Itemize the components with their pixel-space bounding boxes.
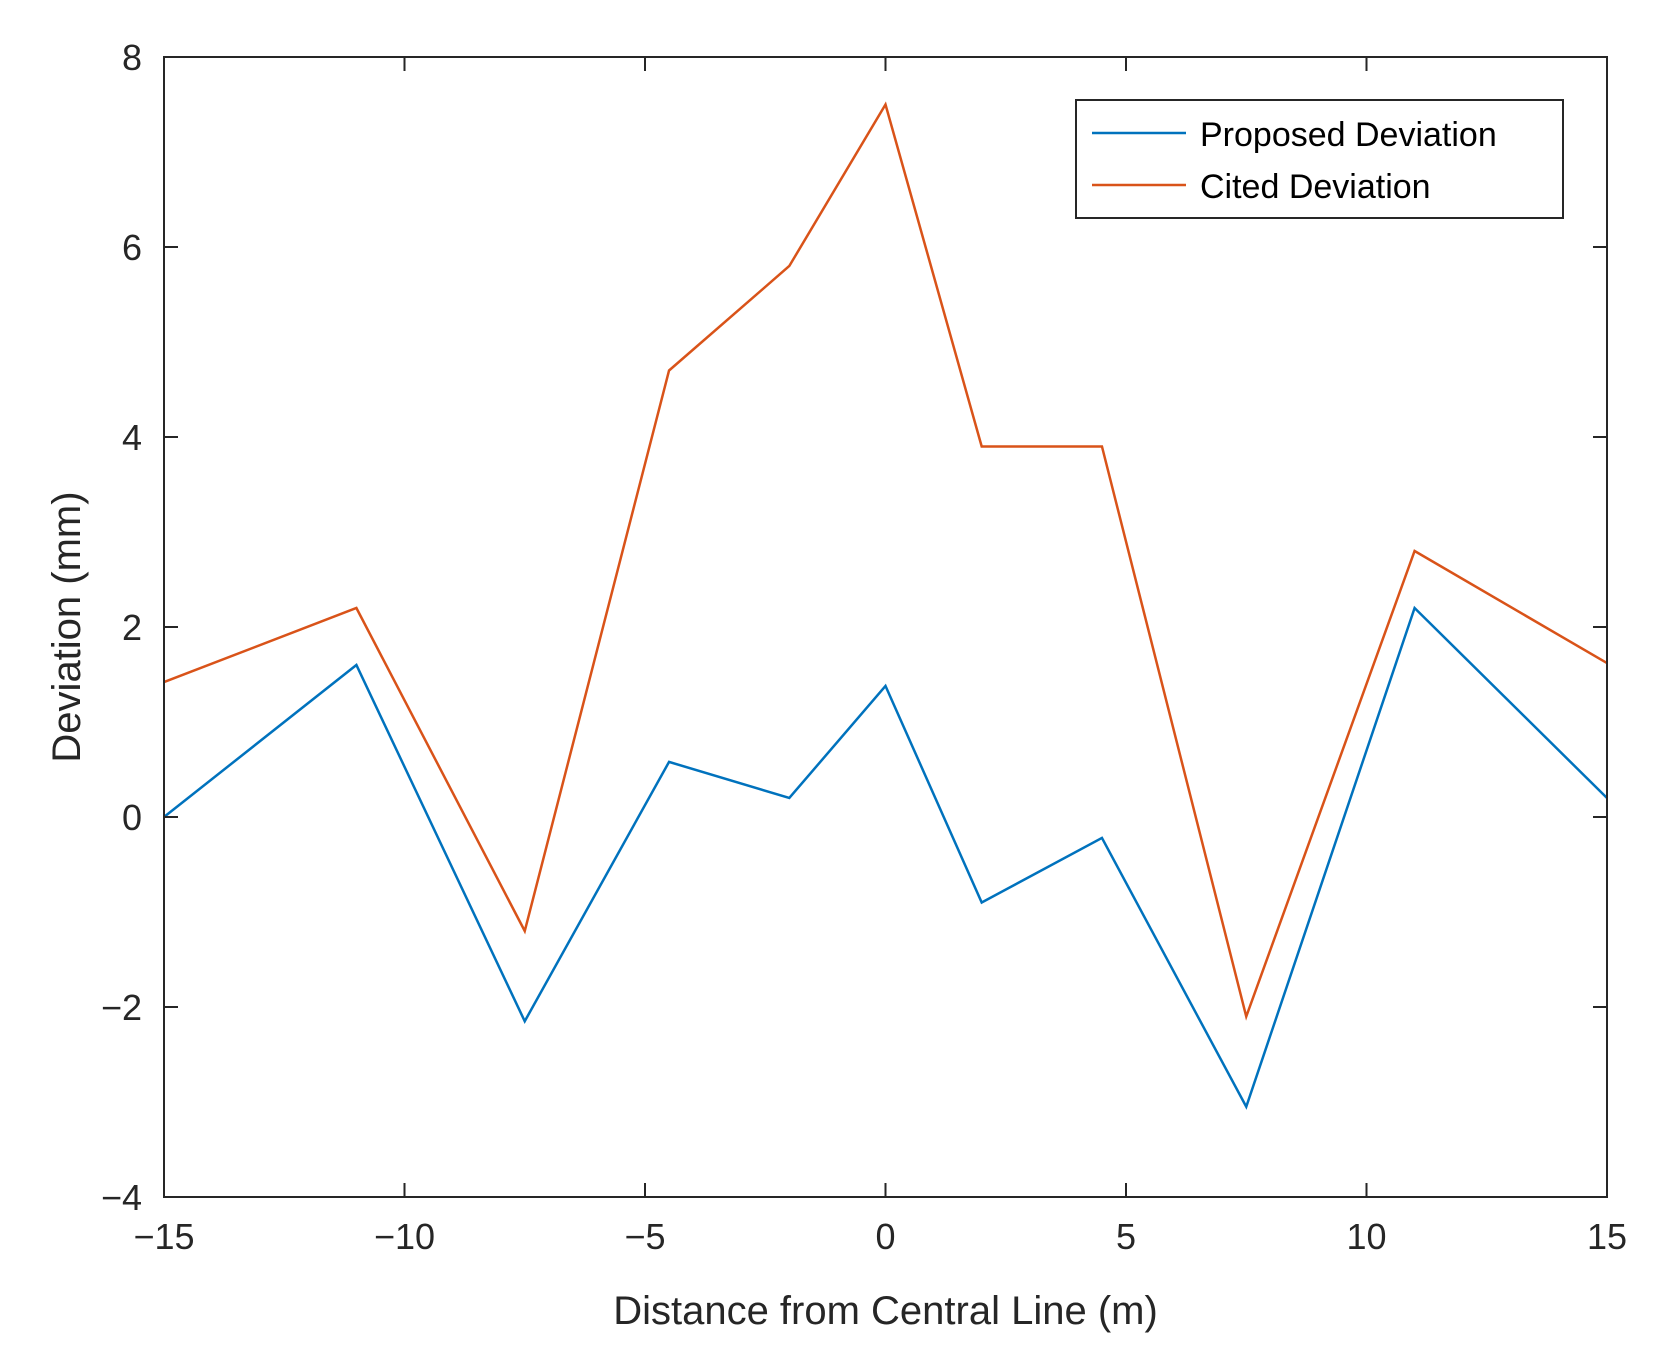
- legend-label-proposed: Proposed Deviation: [1200, 116, 1497, 154]
- x-tick-label: −15: [133, 1216, 194, 1257]
- legend-label-cited: Cited Deviation: [1200, 168, 1431, 206]
- legend: Proposed Deviation Cited Deviation: [1075, 99, 1564, 219]
- y-tick-label: 8: [122, 37, 142, 78]
- x-tick-label: −5: [624, 1216, 665, 1257]
- plot-frame: [163, 56, 1608, 1198]
- y-axis-label: Deviation (mm): [45, 491, 89, 762]
- y-tick-label: 4: [122, 417, 142, 458]
- y-tick-label: 2: [122, 607, 142, 648]
- x-tick-label: 15: [1587, 1216, 1627, 1257]
- x-tick-label: 10: [1346, 1216, 1386, 1257]
- series-line-proposed: [163, 605, 1608, 1110]
- plot-area: [164, 57, 1607, 1197]
- series-line-cited: [163, 101, 1608, 1021]
- x-tick-label: −10: [374, 1216, 435, 1257]
- y-tick-label: 6: [122, 227, 142, 268]
- y-tick-label: −4: [101, 1177, 142, 1218]
- series-layer: [163, 101, 1608, 1110]
- x-tick-label: 0: [875, 1216, 895, 1257]
- x-axis-label: Distance from Central Line (m): [613, 1289, 1158, 1333]
- legend-box: [1075, 99, 1564, 219]
- y-tick-label: −2: [101, 987, 142, 1028]
- x-tick-label: 5: [1116, 1216, 1136, 1257]
- tick-layer: −15 −10 −5 0 5 10 15 −4 −2 0 2 4 6 8: [101, 37, 1627, 1257]
- y-tick-label: 0: [122, 797, 142, 838]
